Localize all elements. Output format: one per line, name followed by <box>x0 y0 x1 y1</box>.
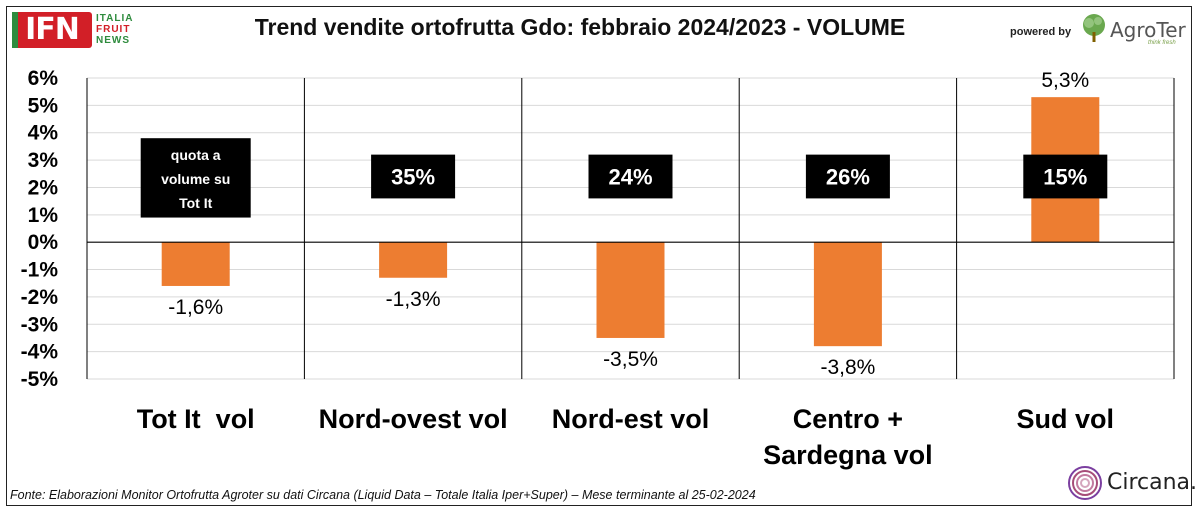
y-tick-label: 4% <box>28 122 59 145</box>
y-tick-label: 0% <box>28 231 59 254</box>
source-note: Fonte: Elaborazioni Monitor Ortofrutta A… <box>10 488 756 502</box>
data-label: -3,5% <box>603 348 658 371</box>
share-label: 24% <box>608 165 652 190</box>
data-label: 5,3% <box>1041 69 1089 92</box>
data-label: -1,3% <box>386 288 441 311</box>
bar <box>813 242 882 347</box>
ifn-logo: IFN ITALIA FRUIT NEWS <box>12 12 142 50</box>
y-tick-label: -5% <box>21 368 59 391</box>
share-label: Tot It <box>179 195 213 211</box>
share-box <box>1023 154 1108 199</box>
share-label: 15% <box>1043 165 1087 190</box>
category-label: Nord-ovest vol <box>319 404 508 434</box>
share-box <box>140 138 251 218</box>
category-label: Sardegna vol <box>763 440 933 470</box>
y-tick-label: 3% <box>28 149 59 172</box>
share-label: 35% <box>391 165 435 190</box>
y-tick-label: -3% <box>21 313 59 336</box>
y-tick-label: 5% <box>28 94 59 117</box>
y-tick-label: -4% <box>21 341 59 364</box>
y-tick-label: -2% <box>21 286 59 309</box>
powered-by-label: powered by <box>1010 26 1072 38</box>
bar <box>161 242 230 286</box>
y-tick-label: 2% <box>28 176 59 199</box>
tree-icon <box>1083 14 1105 42</box>
share-box <box>805 154 890 199</box>
category-label: Tot It vol <box>137 404 255 434</box>
category-label: Sud vol <box>1017 404 1115 434</box>
chart-title: Trend vendite ortofrutta Gdo: febbraio 2… <box>254 14 906 40</box>
circana-logo-text: Circana. <box>1107 470 1198 495</box>
bar <box>379 242 448 278</box>
agroter-tagline: think fresh <box>1148 40 1176 46</box>
category-label: Centro + <box>793 404 903 434</box>
y-tick-label: 1% <box>28 204 59 227</box>
circana-swirl-icon <box>1068 466 1102 500</box>
bar <box>596 242 665 338</box>
ifn-logo-subtext: ITALIA FRUIT NEWS <box>96 13 134 46</box>
share-box <box>371 154 456 199</box>
data-label: -3,8% <box>820 356 875 379</box>
share-box <box>588 154 673 199</box>
agroter-logo-text: AgroTer <box>1110 18 1186 42</box>
y-tick-label: 6% <box>28 67 59 90</box>
share-label: 26% <box>826 165 870 190</box>
ifn-logo-mark: IFN <box>12 12 92 48</box>
data-label: -1,6% <box>168 296 223 319</box>
share-label: volume su <box>161 171 230 187</box>
share-label: quota a <box>171 147 221 163</box>
y-tick-label: -1% <box>21 259 59 282</box>
category-label: Nord-est vol <box>552 404 710 434</box>
